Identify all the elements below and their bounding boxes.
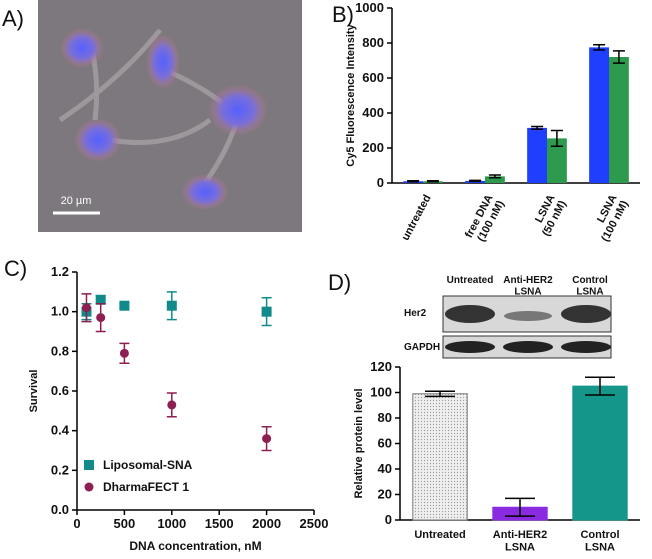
- point: [119, 348, 129, 358]
- legend-label: DharmaFECT 1: [103, 480, 189, 494]
- error-bar: [469, 179, 482, 183]
- bar: [547, 138, 567, 183]
- blot-column-label: Control LSNA: [572, 275, 608, 298]
- micrograph: 20 µm: [38, 0, 302, 232]
- bar: [412, 393, 468, 521]
- y-axis-label: Survival: [28, 370, 40, 413]
- x-tick-label: Untreated: [414, 529, 465, 541]
- blot-row-label: Her2: [404, 308, 427, 319]
- y-tick-label: 0.8: [51, 343, 69, 358]
- panel-label: D): [328, 270, 351, 295]
- x-tick-label: 0: [73, 516, 80, 531]
- y-tick-label: 200: [362, 140, 384, 155]
- legend-marker: [84, 460, 94, 470]
- error-bar: [407, 179, 420, 183]
- x-tick-label: free DNA(100 nM): [463, 192, 507, 245]
- error-bar: [425, 390, 455, 398]
- point: [167, 400, 177, 410]
- y-tick-label: 40: [378, 461, 392, 476]
- y-tick-label: 80: [378, 410, 392, 425]
- y-tick-label: 1.2: [51, 264, 69, 279]
- point: [95, 294, 106, 305]
- y-tick-label: 1.0: [51, 304, 69, 319]
- y-tick-label: 100: [370, 385, 392, 400]
- point: [261, 306, 272, 317]
- x-tick-label: Control LSNA: [580, 529, 619, 554]
- scale-bar-label: 20 µm: [61, 195, 92, 207]
- blot-column-label: Anti-HER2 LSNA: [503, 275, 553, 298]
- y-tick-label: 600: [362, 70, 384, 85]
- y-tick-label: 120: [370, 359, 392, 374]
- blot-row-label: GAPDH: [404, 342, 440, 353]
- point: [166, 300, 177, 311]
- bar: [589, 47, 609, 183]
- y-axis-label: Cy5 Fluorescence Intensity: [345, 23, 357, 166]
- x-tick-label: Anti-HER2 LSNA: [493, 529, 547, 554]
- y-tick-label: 1000: [355, 0, 384, 15]
- point: [262, 434, 272, 444]
- y-tick-label: 20: [378, 487, 392, 502]
- error-bar: [531, 125, 544, 131]
- error-bar: [593, 44, 606, 51]
- y-tick-label: 0.6: [51, 383, 69, 398]
- western-blot: [442, 295, 612, 359]
- panel-label: B): [332, 2, 354, 27]
- bar: [572, 385, 628, 521]
- y-tick-label: 60: [378, 436, 392, 451]
- legend-label: Liposomal-SNA: [103, 458, 193, 472]
- bar: [609, 57, 629, 183]
- y-tick-label: 800: [362, 35, 384, 50]
- y-tick-label: 0.2: [51, 462, 69, 477]
- y-axis-label: Relative protein level: [353, 388, 365, 498]
- error-bar: [585, 376, 615, 396]
- legend-marker: [84, 482, 94, 492]
- error-bar: [426, 179, 439, 183]
- x-tick-label: LSNA(50 nM): [529, 192, 569, 238]
- y-tick-label: 0.4: [51, 423, 70, 438]
- x-tick-label: 1000: [157, 516, 186, 531]
- x-tick-label: 2500: [300, 516, 329, 531]
- bar: [485, 176, 505, 183]
- point: [96, 313, 106, 323]
- x-tick-label: 1500: [205, 516, 234, 531]
- x-axis-label: DNA concentration, nM: [129, 539, 261, 553]
- error-bar: [505, 497, 535, 517]
- x-tick-label: 2000: [252, 516, 281, 531]
- panel-label: A): [2, 6, 24, 31]
- bar: [527, 127, 547, 183]
- y-tick-label: 0.0: [51, 502, 69, 517]
- point: [119, 300, 130, 311]
- x-tick-label: 500: [114, 516, 136, 531]
- error-bar: [488, 174, 501, 179]
- x-tick-label: untreated: [400, 193, 434, 243]
- point: [81, 303, 91, 313]
- error-bar: [550, 129, 563, 147]
- blot-column-label: Untreated: [447, 275, 494, 286]
- error-bar: [612, 50, 625, 64]
- y-tick-label: 0: [385, 512, 392, 527]
- panel-label: C): [4, 256, 27, 281]
- y-tick-label: 0: [377, 175, 384, 190]
- x-tick-label: LSNA(100 nM): [588, 192, 631, 243]
- y-tick-label: 400: [362, 105, 384, 120]
